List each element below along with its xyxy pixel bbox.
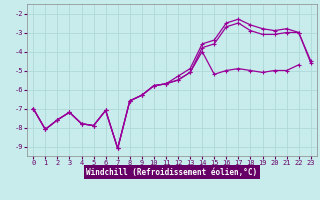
X-axis label: Windchill (Refroidissement éolien,°C): Windchill (Refroidissement éolien,°C) bbox=[86, 168, 258, 177]
